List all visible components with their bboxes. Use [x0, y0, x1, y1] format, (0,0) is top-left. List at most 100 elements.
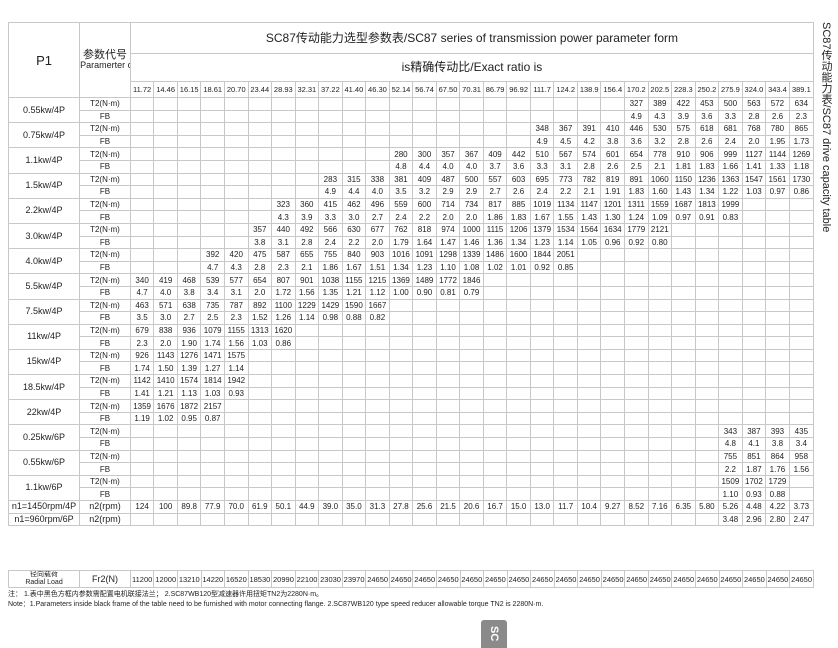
t2-value-cell: [294, 122, 320, 136]
fb-value-cell: 1.86: [318, 260, 343, 275]
n2-value-cell: 11.7: [553, 500, 578, 514]
fb-value-cell: [200, 487, 225, 501]
t2-value-cell: [294, 97, 320, 111]
fb-value-cell: 4.0: [459, 159, 484, 174]
fb-value-cell: [294, 109, 320, 124]
t2-value-cell: [529, 424, 555, 439]
fb-value-cell: [671, 285, 696, 300]
ratio-header: 275.9: [718, 81, 743, 98]
fb-value-cell: [176, 235, 202, 250]
t2-value-cell: [600, 97, 625, 111]
fb-value-cell: [271, 134, 296, 149]
fb-value-cell: [576, 361, 602, 376]
t2-value-cell: 1534: [553, 222, 578, 237]
t2-value-cell: [318, 374, 343, 388]
fb-value-cell: 2.7: [176, 311, 202, 325]
t2-value-cell: [694, 449, 720, 464]
t2-value-cell: 387: [741, 424, 767, 439]
fb-value-cell: [788, 361, 815, 376]
fb-value-cell: [223, 462, 249, 476]
t2-value-cell: [459, 449, 484, 464]
t2-value-cell: [765, 348, 790, 363]
t2-value-cell: [176, 222, 202, 237]
fb-value-cell: [176, 185, 202, 199]
fb-value-cell: [765, 411, 790, 426]
fb-value-cell: [553, 462, 578, 476]
fb-value-cell: [576, 437, 602, 451]
fb-value-cell: [129, 437, 155, 451]
fb-value-cell: 1.64: [412, 235, 437, 250]
t2-value-cell: 415: [318, 197, 343, 212]
radial-load-value-cell: 16520: [224, 570, 249, 588]
fb-value-cell: 1.56: [294, 285, 320, 300]
note-cn: 注： 1.表中黑色方框内参数需配置电机联接法兰； 2.SC87WB120型减速器…: [8, 591, 324, 598]
fb-value-cell: [576, 487, 602, 501]
fb-value-cell: 2.0: [365, 235, 390, 250]
t2-value-cell: [553, 323, 578, 338]
fb-value-cell: [341, 109, 367, 124]
t2-value-cell: 1779: [624, 222, 649, 237]
fb-value-cell: [788, 285, 815, 300]
t2-value-cell: [388, 348, 414, 363]
t2-value-cell: [388, 449, 414, 464]
fb-code: FB: [79, 411, 131, 426]
t2-value-cell: [506, 97, 531, 111]
t2-value-cell: [576, 424, 602, 439]
t2-value-cell: 2157: [200, 399, 225, 413]
t2-value-cell: [247, 172, 273, 187]
page-tab[interactable]: SC: [481, 620, 507, 648]
fb-value-cell: 1.27: [200, 361, 225, 376]
n2-value-cell: 77.9: [200, 500, 225, 514]
fb-value-cell: [482, 285, 508, 300]
t2-value-cell: [647, 374, 673, 388]
t2-value-cell: [741, 197, 767, 212]
t2-value-cell: 381: [388, 172, 414, 187]
t2-value-cell: [788, 197, 815, 212]
fb-value-cell: 2.4: [718, 134, 743, 149]
t2-value-cell: [318, 474, 343, 489]
table-title: SC87传动能力选型参数表/SC87 series of transmissio…: [129, 22, 815, 54]
t2-code: T2(N·m): [79, 147, 131, 161]
t2-value-cell: 714: [435, 197, 461, 212]
fb-value-cell: [412, 109, 437, 124]
t2-value-cell: [671, 449, 696, 464]
n2-value-cell: 25.6: [412, 500, 437, 514]
t2-value-cell: [294, 323, 320, 338]
t2-code: T2(N·m): [79, 248, 131, 262]
fb-value-cell: [247, 487, 273, 501]
t2-value-cell: [694, 424, 720, 439]
t2-value-cell: 891: [624, 172, 649, 187]
t2-value-cell: [153, 474, 178, 489]
fb-value-cell: 2.3: [129, 336, 155, 350]
fb-value-cell: [294, 336, 320, 350]
n2-value-cell: 5.26: [718, 500, 743, 514]
t2-value-cell: [223, 147, 249, 161]
t2-value-cell: [529, 97, 555, 111]
fb-value-cell: [576, 411, 602, 426]
t2-value-cell: 755: [718, 449, 743, 464]
t2-value-cell: [318, 122, 343, 136]
t2-value-cell: 780: [765, 122, 790, 136]
fb-value-cell: [459, 109, 484, 124]
fb-value-cell: 0.96: [600, 235, 625, 250]
t2-value-cell: [365, 374, 390, 388]
ratio-header: 52.14: [388, 81, 414, 98]
fb-value-cell: [741, 336, 767, 350]
t2-value-cell: [553, 399, 578, 413]
n2-value-cell: [576, 512, 602, 527]
fb-code: FB: [79, 437, 131, 451]
t2-value-cell: 1600: [506, 248, 531, 262]
fb-value-cell: 3.6: [624, 134, 649, 149]
t2-value-cell: [482, 399, 508, 413]
fb-value-cell: [459, 134, 484, 149]
t2-value-cell: [412, 298, 437, 313]
fb-value-cell: [294, 386, 320, 401]
t2-value-cell: 343: [718, 424, 743, 439]
power-label: 2.2kw/4P: [7, 197, 81, 224]
radial-load-code: Fr2(N): [79, 570, 131, 588]
t2-value-cell: [341, 424, 367, 439]
t2-value-cell: 734: [459, 197, 484, 212]
fb-value-cell: [482, 462, 508, 476]
t2-value-cell: [435, 323, 461, 338]
